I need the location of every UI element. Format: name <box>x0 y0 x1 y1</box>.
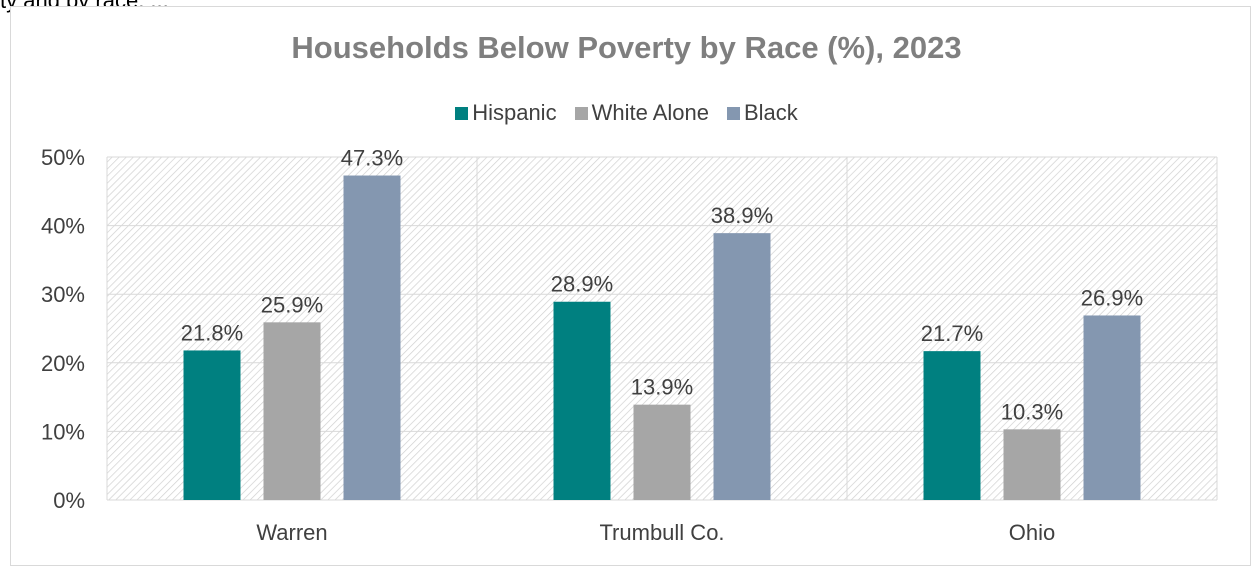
x-tick-label: Trumbull Co. <box>599 520 724 545</box>
y-tick-label: 0% <box>53 488 85 513</box>
legend-item-hispanic: Hispanic <box>455 100 557 126</box>
legend-item-white-alone: White Alone <box>574 100 709 126</box>
y-tick-label: 40% <box>41 214 85 239</box>
x-tick-label: Warren <box>256 520 327 545</box>
data-label: 38.9% <box>711 203 773 228</box>
legend-swatch-hispanic <box>455 106 469 120</box>
bar <box>1083 315 1141 500</box>
data-label: 13.9% <box>631 375 693 400</box>
data-label: 21.8% <box>181 320 243 345</box>
chart-title: Households Below Poverty by Race (%), 20… <box>291 30 962 65</box>
bar-chart: 0% 10% 20% 30% 40% 50% Warren 21.8% 25.9% 47.3% Tr… <box>41 145 1218 545</box>
bar <box>923 351 981 500</box>
legend-label-black: Black <box>743 100 798 125</box>
legend: Hispanic White Alone Black <box>0 100 1253 126</box>
y-tick-label: 50% <box>41 145 85 170</box>
data-label: 28.9% <box>551 272 613 297</box>
data-label: 10.3% <box>1001 399 1063 424</box>
bar <box>633 404 691 500</box>
legend-swatch-black <box>726 106 740 120</box>
legend-swatch-white-alone <box>574 106 588 120</box>
y-tick-label: 30% <box>41 282 85 307</box>
x-tick-label: Ohio <box>1009 520 1055 545</box>
legend-label-hispanic: Hispanic <box>472 100 557 125</box>
bar <box>1003 429 1061 500</box>
bar <box>183 350 241 500</box>
bar <box>343 175 401 500</box>
legend-label-white-alone: White Alone <box>591 100 709 125</box>
bar <box>553 301 611 500</box>
y-tick-label: 10% <box>41 419 85 444</box>
data-label: 26.9% <box>1081 285 1143 310</box>
bar <box>263 322 321 500</box>
data-label: 47.3% <box>341 146 403 171</box>
data-label: 21.7% <box>921 321 983 346</box>
y-tick-label: 20% <box>41 351 85 376</box>
bar <box>713 233 771 500</box>
data-label: 25.9% <box>261 292 323 317</box>
legend-item-black: Black <box>726 100 798 126</box>
